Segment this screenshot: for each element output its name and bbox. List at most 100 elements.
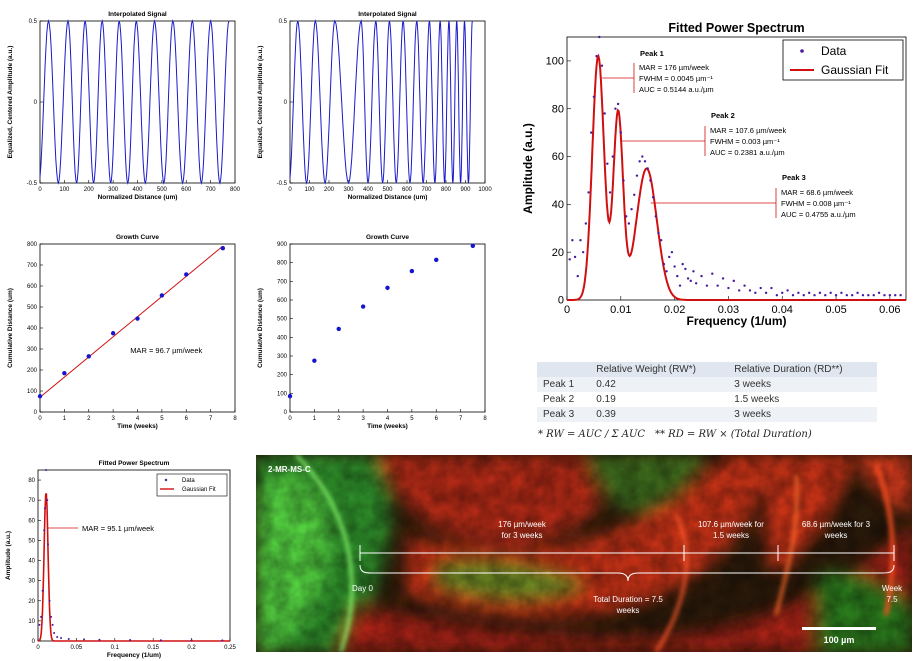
peak-mar: MAR = 176 µm/week [639,63,709,72]
data-point [673,265,676,268]
data-point [705,284,709,287]
data-point [888,294,892,297]
table-header: Relative Duration (RD**) [728,362,877,377]
x-tick-label: 300 [108,187,119,193]
y-tick-label: 0 [284,100,288,106]
data-point [86,354,91,359]
peak-auc: AUC = 0.5144 a.u./µm [639,85,714,94]
signal-line [39,19,230,185]
data-point [872,294,875,297]
peak-fwhm: FWHM = 0.008 µm⁻¹ [781,199,851,208]
data-point [571,239,574,242]
y-tick-label: 0 [284,410,288,416]
table-header-row: Relative Weight (RW*) Relative Duration … [537,362,877,377]
data-point [287,393,293,399]
signal-line [289,19,473,185]
y-tick-label: 700 [27,263,38,269]
y-tick-label: -0.5 [277,181,288,187]
mar-annotation: MAR = 96.7 µm/week [130,346,202,355]
y-tick-label: 800 [277,261,288,267]
x-axis-label: Normalized Distance (um) [348,194,428,201]
y-tick-label: 50 [28,538,35,544]
table-header [537,362,591,377]
data-point [665,270,668,273]
data-point [711,272,714,275]
data-point [336,326,341,332]
fitted-power-spectrum-main-chart: 0 0.01 0.02 0.03 0.04 0.05 0.06 0 20 40 60 80 100 Fit… [521,21,907,328]
y-tick-label: 200 [277,373,288,379]
data-point [829,291,832,295]
data-point [824,294,827,297]
y-tick-label: 100 [546,56,564,68]
data-point [470,243,476,249]
x-tick-label: 7 [459,416,463,422]
y-tick-label: 0 [32,639,36,645]
data-point [657,231,660,235]
data-point [850,294,854,297]
x-tick-label: 600 [402,187,413,193]
segment-1-duration: for 3 weeks [502,531,543,540]
x-tick-label: 100 [304,187,315,193]
y-tick-label: 80 [28,478,35,484]
table-cell: 1.5 weeks [728,392,877,407]
y-tick-label: 700 [277,279,288,285]
peak-annotation: Peak 2 MAR = 107.6 µm/week FWHM = 0.003 µm… [622,111,786,157]
data-point [584,222,588,225]
legend: Data Gaussian Fit [156,473,228,497]
data-point [764,291,768,295]
x-tick-label: 800 [441,187,452,193]
data-point [818,291,822,295]
x-tick-label: 0 [38,187,42,193]
data-point [781,291,784,295]
data-point [894,294,897,297]
x-tick-label: 0.15 [147,645,159,651]
y-tick-label: 800 [27,242,38,248]
plot-area [39,243,236,413]
x-tick-label: 4 [386,416,390,422]
relative-weight-table: Relative Weight (RW*) Relative Duration … [537,362,877,422]
data-point [576,274,579,278]
data-point [716,284,719,287]
data-point [686,277,690,280]
data-point [627,222,631,225]
x-tick-label: 0.2 [187,645,196,651]
y-tick-label: 600 [27,284,38,290]
data-point [67,637,70,640]
data-point [643,160,647,163]
x-tick-label: 300 [343,187,354,193]
x-axis-label: Time (weeks) [117,423,158,430]
x-tick-label: 0.25 [224,645,236,651]
legend-fit-label: Gaussian Fit [182,487,216,493]
micrograph-image: 2-MR-MS-C 176 µm/week for 3 weeks 107.6 … [256,455,912,652]
data-point [220,246,226,251]
data-point [670,250,674,254]
data-point [38,623,41,626]
table-row: Peak 2 0.19 1.5 weeks [537,392,877,407]
legend-data-label: Data [821,44,847,58]
peak-mar: MAR = 68.6 µm/week [781,188,853,197]
x-tick-label: 400 [363,187,374,193]
x-tick-label: 6 [435,416,439,422]
legend-box [782,39,904,81]
data-point [807,291,811,295]
data-point [62,370,67,376]
y-tick-label: 0.5 [29,19,38,25]
data-point [606,162,609,165]
week-end-value: 7.5 [886,595,898,604]
x-tick-label: 700 [206,187,217,193]
data-point [573,255,577,259]
data-point [590,131,593,134]
data-point [360,304,366,309]
chart-title: Interpolated Signal [108,11,167,18]
x-tick-label: 400 [132,187,143,193]
y-tick-label: 900 [277,242,288,248]
peak-mar: MAR = 107.6 µm/week [710,126,786,135]
x-tick-label: 0.04 [772,304,793,316]
x-tick-label: 0.03 [718,304,739,316]
data-point [861,294,865,297]
y-tick-label: 300 [277,354,288,360]
x-tick-label: 0 [38,416,42,422]
data-point [754,291,757,295]
data-point [46,543,49,546]
x-tick-label: 1 [313,416,317,422]
